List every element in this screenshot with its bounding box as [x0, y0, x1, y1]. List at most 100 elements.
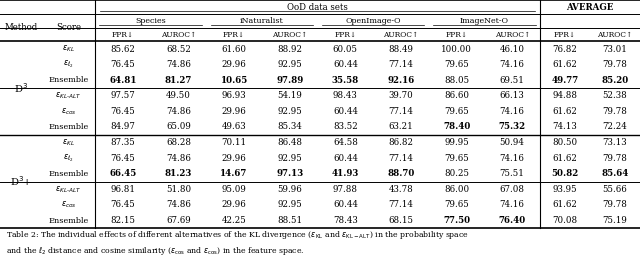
Text: 85.64: 85.64	[602, 169, 628, 178]
Text: 98.43: 98.43	[333, 91, 358, 100]
Text: $\epsilon_{KL\text{-}ALT}$: $\epsilon_{KL\text{-}ALT}$	[55, 91, 82, 101]
Text: 75.32: 75.32	[499, 122, 525, 131]
Text: 93.95: 93.95	[553, 185, 577, 194]
Text: 88.05: 88.05	[444, 76, 469, 85]
Text: 73.01: 73.01	[603, 45, 627, 54]
Text: 66.45: 66.45	[109, 169, 136, 178]
Text: $\epsilon_{cos}$: $\epsilon_{cos}$	[61, 106, 76, 117]
Text: 79.78: 79.78	[603, 200, 627, 209]
Text: 74.16: 74.16	[500, 60, 525, 69]
Text: 77.50: 77.50	[443, 216, 470, 225]
Text: $\epsilon_{\ell_2}$: $\epsilon_{\ell_2}$	[63, 59, 74, 70]
Text: 92.95: 92.95	[277, 200, 302, 209]
Text: AUROC↑: AUROC↑	[383, 31, 419, 39]
Text: 79.65: 79.65	[444, 154, 469, 163]
Text: 74.16: 74.16	[500, 200, 525, 209]
Text: 82.15: 82.15	[110, 216, 135, 225]
Text: OpenImage-O: OpenImage-O	[346, 17, 401, 25]
Text: 77.14: 77.14	[388, 200, 413, 209]
Text: D$^3$: D$^3$	[14, 81, 28, 95]
Text: 51.80: 51.80	[166, 185, 191, 194]
Text: 68.28: 68.28	[166, 138, 191, 147]
Text: 61.62: 61.62	[552, 107, 577, 116]
Text: iNaturalist: iNaturalist	[240, 17, 284, 25]
Text: 70.08: 70.08	[552, 216, 577, 225]
Text: 29.96: 29.96	[221, 154, 246, 163]
Text: 63.21: 63.21	[388, 122, 413, 131]
Text: 74.86: 74.86	[166, 200, 191, 209]
Text: Method: Method	[4, 23, 38, 32]
Text: 60.05: 60.05	[333, 45, 358, 54]
Text: AUROC↑: AUROC↑	[597, 31, 632, 39]
Text: 74.86: 74.86	[166, 60, 191, 69]
Text: 96.81: 96.81	[110, 185, 135, 194]
Text: 68.52: 68.52	[166, 45, 191, 54]
Text: 81.23: 81.23	[164, 169, 192, 178]
Text: $\epsilon_{KL\text{-}ALT}$: $\epsilon_{KL\text{-}ALT}$	[55, 184, 82, 195]
Text: 86.48: 86.48	[277, 138, 302, 147]
Text: 60.44: 60.44	[333, 154, 358, 163]
Text: 79.65: 79.65	[444, 60, 469, 69]
Text: 79.78: 79.78	[603, 154, 627, 163]
Text: 88.70: 88.70	[387, 169, 415, 178]
Text: 42.25: 42.25	[221, 216, 246, 225]
Text: Ensemble: Ensemble	[49, 76, 88, 84]
Text: 67.69: 67.69	[166, 216, 191, 225]
Text: 73.13: 73.13	[603, 138, 627, 147]
Text: 41.93: 41.93	[332, 169, 359, 178]
Text: 59.96: 59.96	[277, 185, 302, 194]
Text: 85.20: 85.20	[602, 76, 628, 85]
Text: 81.27: 81.27	[164, 76, 192, 85]
Text: 76.82: 76.82	[552, 45, 577, 54]
Text: 55.66: 55.66	[603, 185, 627, 194]
Text: 86.82: 86.82	[388, 138, 413, 147]
Text: 60.44: 60.44	[333, 200, 358, 209]
Text: 77.14: 77.14	[388, 154, 413, 163]
Text: 65.09: 65.09	[166, 122, 191, 131]
Text: 43.78: 43.78	[388, 185, 413, 194]
Text: FPR↓: FPR↓	[445, 31, 468, 39]
Text: 78.43: 78.43	[333, 216, 358, 225]
Text: 54.19: 54.19	[277, 91, 302, 100]
Text: 77.14: 77.14	[388, 107, 413, 116]
Text: and the $\ell_2$ distance and cosine similarity ($\epsilon_{\mathrm{cos}}$ and $: and the $\ell_2$ distance and cosine sim…	[6, 245, 305, 257]
Text: 80.50: 80.50	[552, 138, 577, 147]
Text: 61.60: 61.60	[221, 45, 246, 54]
Text: 96.93: 96.93	[221, 91, 246, 100]
Text: 94.88: 94.88	[552, 91, 577, 100]
Text: 84.97: 84.97	[110, 122, 135, 131]
Text: 92.16: 92.16	[387, 76, 415, 85]
Text: 92.95: 92.95	[277, 107, 302, 116]
Text: 85.62: 85.62	[110, 45, 135, 54]
Text: 35.58: 35.58	[332, 76, 359, 85]
Text: $\epsilon_{KL}$: $\epsilon_{KL}$	[62, 44, 75, 54]
Text: 61.62: 61.62	[552, 60, 577, 69]
Text: 88.49: 88.49	[388, 45, 413, 54]
Text: 14.67: 14.67	[220, 169, 248, 178]
Text: 97.89: 97.89	[276, 76, 303, 85]
Text: 69.51: 69.51	[500, 76, 525, 85]
Text: 72.24: 72.24	[603, 122, 627, 131]
Text: 49.50: 49.50	[166, 91, 191, 100]
Text: 60.44: 60.44	[333, 107, 358, 116]
Text: Ensemble: Ensemble	[49, 217, 88, 224]
Text: 52.38: 52.38	[603, 91, 627, 100]
Text: Ensemble: Ensemble	[49, 170, 88, 178]
Text: 10.65: 10.65	[220, 76, 248, 85]
Text: 79.78: 79.78	[603, 60, 627, 69]
Text: 61.62: 61.62	[552, 200, 577, 209]
Text: 76.40: 76.40	[499, 216, 526, 225]
Text: AUROC↑: AUROC↑	[495, 31, 530, 39]
Text: FPR↓: FPR↓	[554, 31, 576, 39]
Text: 74.13: 74.13	[552, 122, 577, 131]
Text: 70.11: 70.11	[221, 138, 246, 147]
Text: AUROC↑: AUROC↑	[161, 31, 196, 39]
Text: Species: Species	[135, 17, 166, 25]
Text: 74.86: 74.86	[166, 107, 191, 116]
Text: 97.57: 97.57	[111, 91, 135, 100]
Text: 88.51: 88.51	[277, 216, 302, 225]
Text: 74.16: 74.16	[500, 107, 525, 116]
Text: 88.92: 88.92	[277, 45, 302, 54]
Text: 87.35: 87.35	[111, 138, 135, 147]
Text: 76.45: 76.45	[111, 154, 135, 163]
